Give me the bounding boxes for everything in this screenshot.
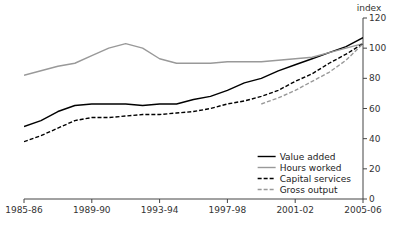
x-tick (227, 199, 228, 203)
y-tick-label: 100 (369, 43, 386, 53)
legend-swatch (258, 189, 276, 190)
legend-label: Capital services (280, 174, 352, 184)
series-line (24, 44, 363, 142)
chart: 0 20 40 60 80 100 120index 1985-86 1989-90 1993-9… (0, 0, 397, 227)
series-line (24, 38, 363, 127)
y-tick-label: 60 (369, 104, 381, 114)
x-tick (24, 199, 25, 203)
legend-swatch (258, 167, 276, 168)
y-tick-label: 80 (369, 73, 381, 83)
y-axis-label: index (357, 3, 382, 13)
y-tick (363, 48, 367, 49)
x-tick-label: 1997-98 (209, 205, 247, 215)
y-tick (363, 18, 367, 19)
x-tick (295, 199, 296, 203)
plot-area (24, 38, 363, 142)
legend-label: Value added (280, 152, 336, 162)
series-line (261, 44, 363, 104)
y-tick-label: 120 (369, 13, 386, 23)
y-tick-label: 0 (369, 194, 375, 204)
legend: Value addedHours workedCapital servicesG… (258, 152, 352, 195)
legend-swatch (258, 178, 276, 179)
legend-swatch (258, 156, 276, 157)
x-tick (363, 199, 364, 203)
x-axis (24, 199, 363, 200)
y-tick-label: 40 (369, 134, 381, 144)
x-tick-label: 2001-02 (276, 205, 314, 215)
x-tick-label: 1989-90 (73, 205, 111, 215)
y-tick (363, 199, 367, 200)
y-tick (363, 78, 367, 79)
y-tick-label: 20 (369, 164, 381, 174)
series-line (24, 44, 363, 76)
y-tick (363, 168, 367, 169)
x-tick (91, 199, 92, 203)
x-tick-label: 1993-94 (141, 205, 179, 215)
legend-label: Hours worked (280, 163, 342, 173)
y-tick (363, 108, 367, 109)
x-tick (159, 199, 160, 203)
x-tick-label: 2005-06 (344, 205, 382, 215)
y-tick (363, 138, 367, 139)
legend-label: Gross output (280, 185, 338, 195)
x-tick-label: 1985-86 (5, 205, 43, 215)
